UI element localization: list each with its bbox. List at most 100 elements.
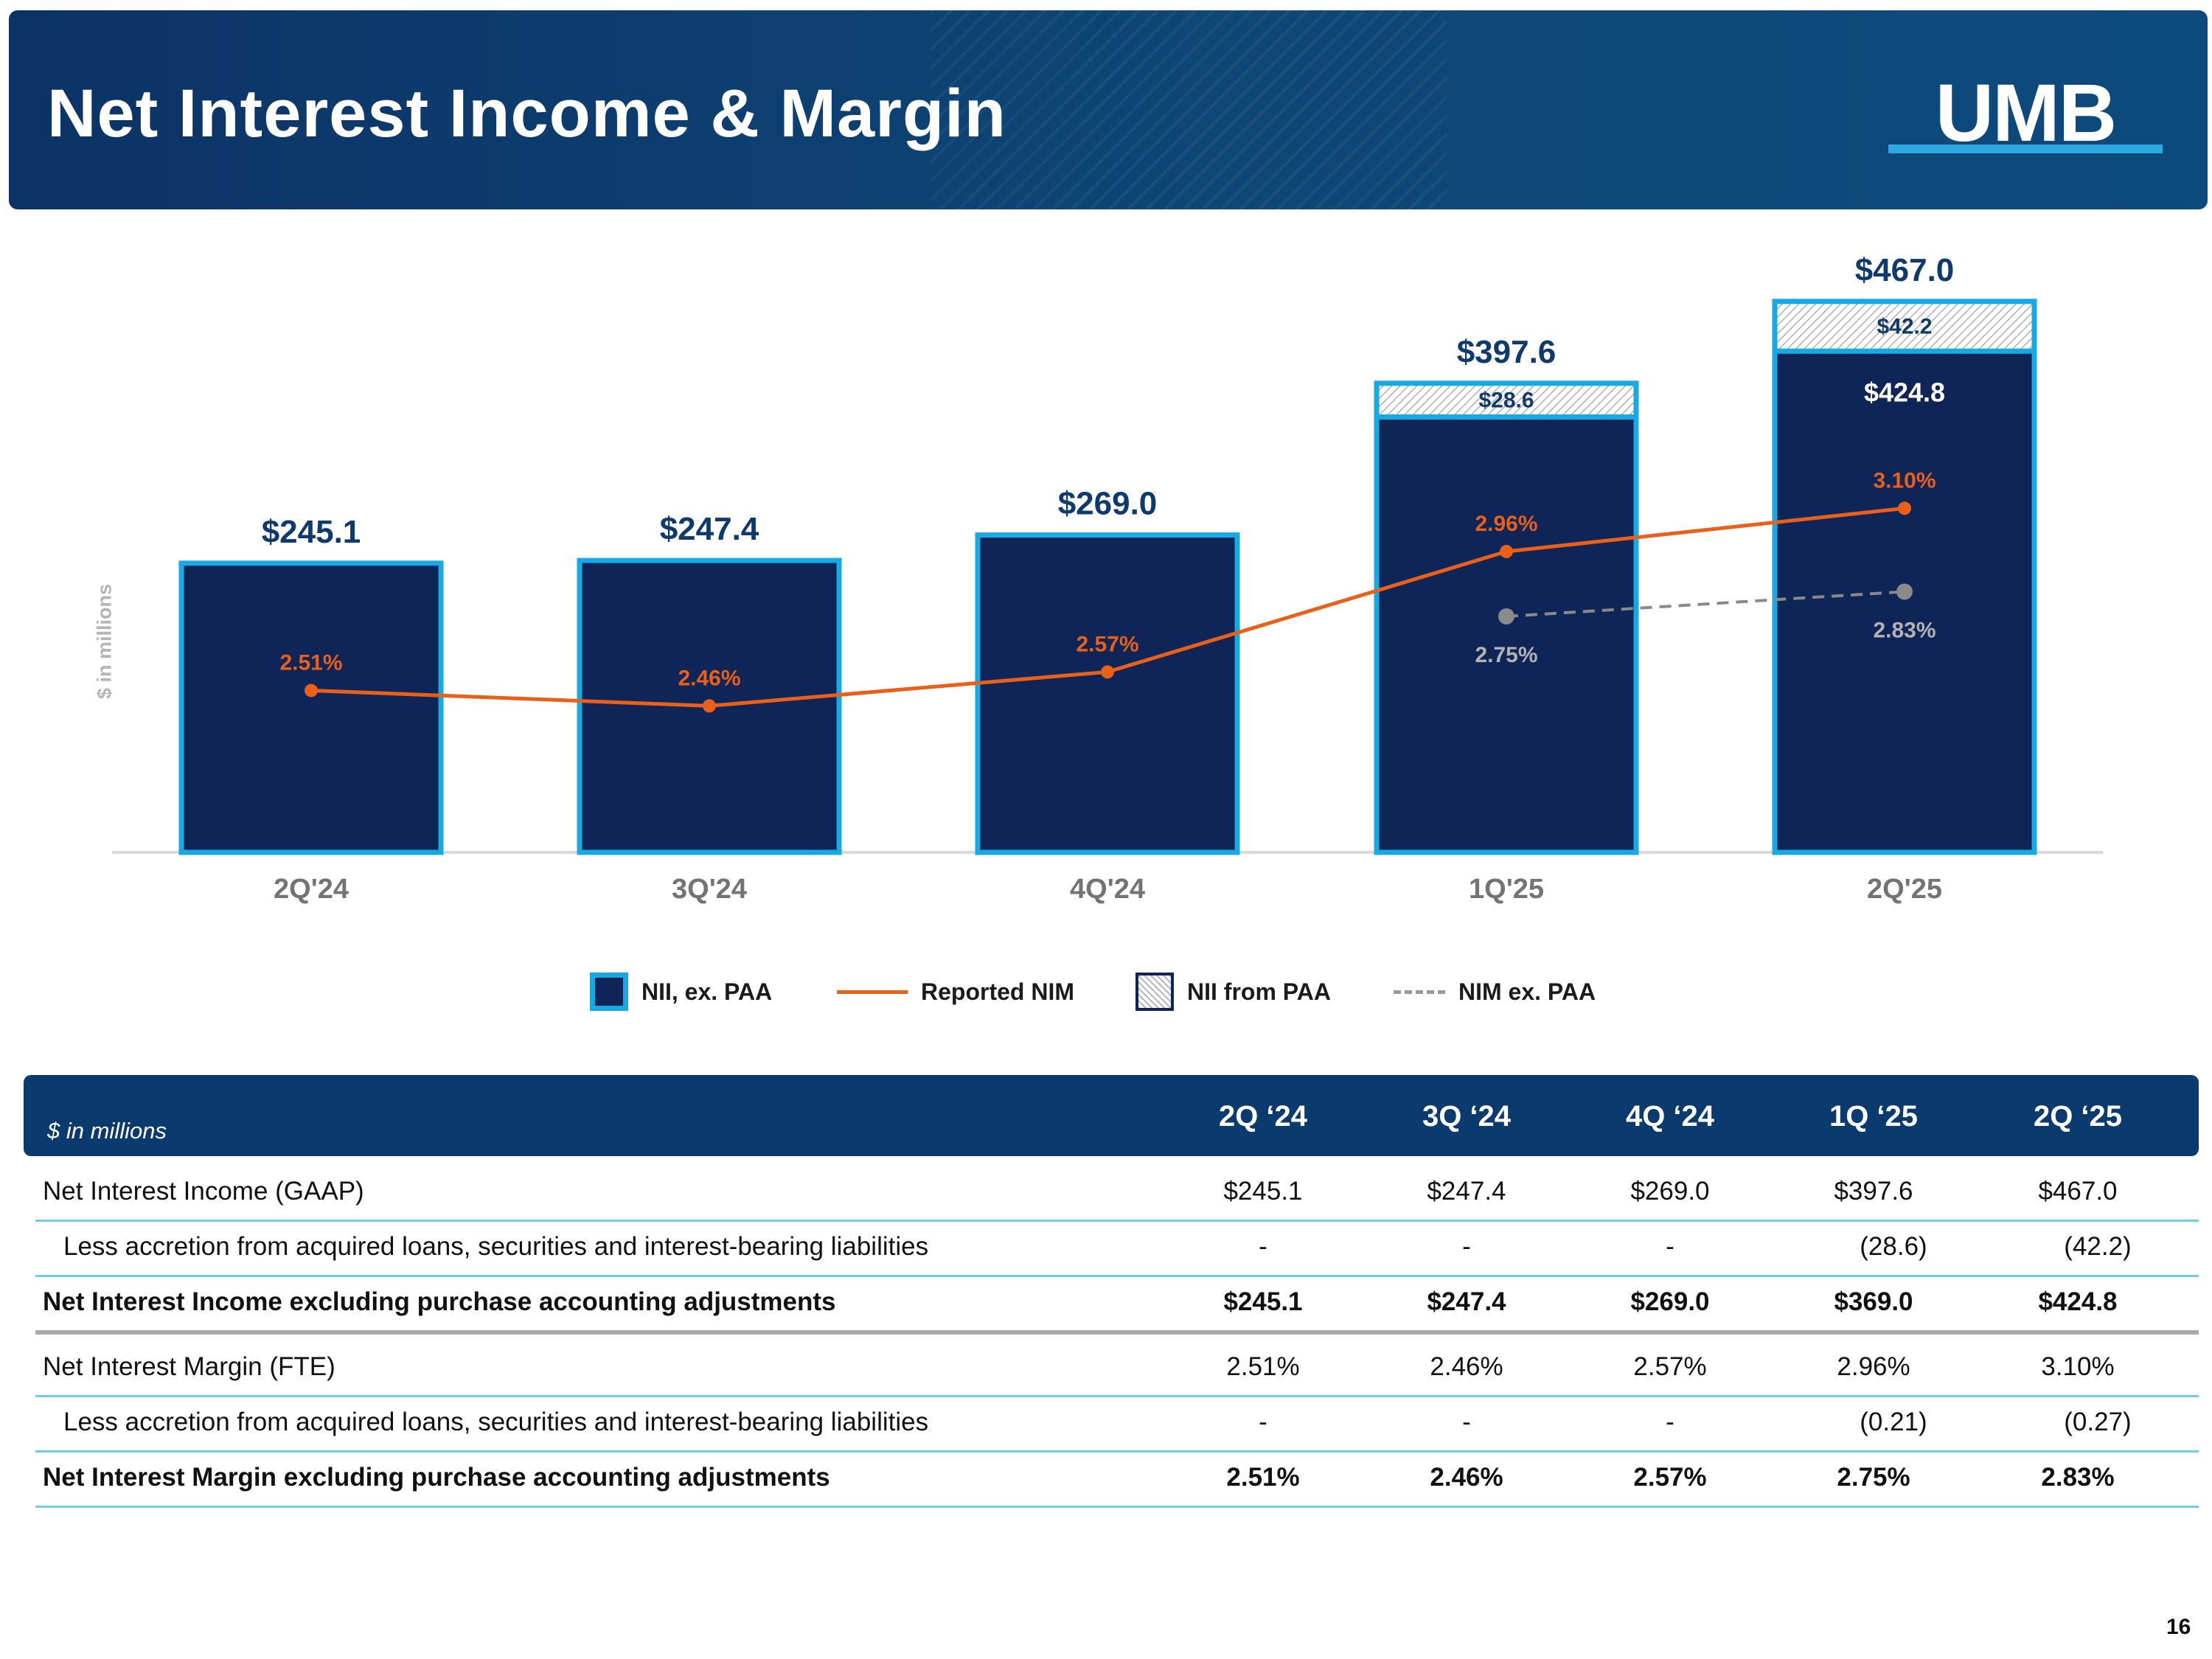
table-cell: $247.4: [1427, 1177, 1506, 1206]
row-label: Net Interest Income excluding purchase a…: [43, 1287, 836, 1316]
bars-layer: [178, 299, 2037, 855]
table-cell: (28.6): [1860, 1232, 1927, 1261]
total-label: $467.0: [1855, 252, 1955, 288]
page-title: Net Interest Income & Margin: [47, 76, 1006, 151]
total-label: $397.6: [1457, 334, 1557, 370]
table-cell: 2.83%: [2041, 1463, 2115, 1492]
legend-item-reported-nim: Reported NIM: [837, 966, 1074, 1018]
legend-item-nim-ex-paa: NIM ex. PAA: [1394, 966, 1596, 1018]
table-cell: $247.4: [1427, 1287, 1506, 1316]
reported-nim-label: 2.46%: [678, 666, 740, 690]
nim-ex-paa-point: [1498, 608, 1514, 625]
legend-label: NIM ex. PAA: [1458, 978, 1596, 1005]
lines-layer: [305, 501, 1913, 713]
x-tick-label: 3Q'24: [672, 874, 747, 905]
nim-ex-paa-label: 2.83%: [1873, 618, 1935, 642]
table-cell: 3.10%: [2041, 1352, 2115, 1381]
logo-underline: [1888, 145, 2163, 153]
legend-label: NII from PAA: [1187, 978, 1331, 1005]
bar-nii-ex-paa: [178, 560, 444, 855]
reported-nim-point: [1500, 545, 1513, 558]
reported-nim-label: 3.10%: [1873, 468, 1935, 493]
column-header: 3Q ‘24: [1422, 1100, 1512, 1133]
nim-ex-paa-label: 2.75%: [1475, 643, 1537, 667]
table-cell: 2.57%: [1633, 1463, 1707, 1492]
row-label: Less accretion from acquired loans, secu…: [63, 1232, 929, 1261]
table-cell: 2.57%: [1633, 1352, 1707, 1381]
reported-nim-label: 2.96%: [1475, 512, 1537, 536]
header-stripes: [931, 10, 1447, 209]
table-cell: $269.0: [1630, 1177, 1710, 1206]
logo-text: UMB: [1935, 68, 2118, 159]
legend-swatch-bar: [590, 973, 628, 1011]
table-cell: -: [1462, 1408, 1471, 1436]
table-row: Net Interest Income (GAAP) $245.1 $247.4…: [35, 1166, 2199, 1222]
row-label: Less accretion from acquired loans, secu…: [63, 1408, 929, 1436]
table-row: Net Interest Margin excluding purchase a…: [35, 1453, 2199, 1508]
table-cell: 2.96%: [1837, 1352, 1910, 1381]
x-tick-label: 2Q'25: [1867, 874, 1942, 905]
table-cell: -: [1462, 1232, 1471, 1261]
table-row: Net Interest Income excluding purchase a…: [35, 1277, 2199, 1335]
table-cell: (0.21): [1860, 1408, 1927, 1436]
reported-nim-point: [1898, 501, 1911, 515]
table-cell: $397.6: [1834, 1177, 1913, 1206]
table-cell: $245.1: [1223, 1287, 1303, 1316]
legend-swatch-line: [837, 990, 908, 994]
table-unit-label: $ in millions: [47, 1118, 167, 1144]
table-header: $ in millions 2Q ‘24 3Q ‘24 4Q ‘24 1Q ‘2…: [24, 1075, 2199, 1156]
table-cell: -: [1666, 1408, 1674, 1436]
table-cell: $269.0: [1630, 1287, 1710, 1316]
total-label: $247.4: [660, 511, 759, 547]
total-label: $245.1: [262, 514, 361, 550]
reported-nim-point: [305, 684, 318, 698]
reported-nim-point: [1101, 665, 1114, 679]
table-cell: $369.0: [1834, 1287, 1913, 1316]
table-cell: (42.2): [2064, 1232, 2132, 1261]
reported-nim-label: 2.57%: [1076, 632, 1138, 656]
table-cell: -: [1259, 1408, 1267, 1436]
umb-logo: UMB: [1885, 68, 2166, 159]
total-label: $269.0: [1058, 486, 1158, 522]
paa-label: $42.2: [1877, 315, 1932, 339]
legend-swatch-dashed-line: [1394, 990, 1445, 994]
table-cell: -: [1259, 1232, 1267, 1261]
table-cell: $245.1: [1223, 1177, 1303, 1206]
column-header: 4Q ‘24: [1625, 1100, 1715, 1133]
row-label: Net Interest Income (GAAP): [43, 1177, 364, 1206]
x-tick-label: 1Q'25: [1469, 874, 1544, 905]
legend-label: NII, ex. PAA: [641, 978, 773, 1005]
column-header: 1Q ‘25: [1829, 1100, 1919, 1133]
table-row: Less accretion from acquired loans, secu…: [35, 1397, 2199, 1453]
row-label: Net Interest Margin excluding purchase a…: [43, 1463, 830, 1492]
slide-header: Net Interest Income & Margin UMB: [9, 10, 2208, 209]
nim-ex-paa-line: [1506, 590, 1905, 618]
nii-ex-paa-label: $424.8: [1864, 377, 1945, 407]
x-tick-label: 4Q'24: [1070, 874, 1145, 905]
table-cell: $424.8: [2038, 1287, 2118, 1316]
table-cell: 2.51%: [1226, 1463, 1300, 1492]
table-cell: $467.0: [2038, 1177, 2118, 1206]
x-tick-label: 2Q'24: [274, 874, 349, 905]
legend-item-nii-from-paa: NII from PAA: [1135, 966, 1331, 1018]
nim-ex-paa-point: [1896, 583, 1913, 600]
reported-nim-label: 2.51%: [279, 650, 342, 675]
column-header: 2Q ‘25: [2033, 1100, 2123, 1133]
bar-nii-ex-paa: [1772, 348, 2037, 855]
table-row: Net Interest Margin (FTE) 2.51% 2.46% 2.…: [35, 1342, 2199, 1397]
legend-item-nii-ex-paa: NII, ex. PAA: [590, 966, 772, 1018]
paa-label: $28.6: [1478, 389, 1534, 413]
nii-chart: 2Q'24 $245.1 3Q'24 $247.4 4Q'24 $269.0 1Q'25 $3…: [112, 252, 2103, 905]
y-axis-label-text: $ in millions: [93, 583, 116, 700]
bar-nii-from-paa: [1772, 299, 2037, 354]
table-cell: 2.46%: [1430, 1352, 1503, 1381]
labels-layer: 2Q'24 $245.1 3Q'24 $247.4 4Q'24 $269.0 1Q'25 $3…: [262, 252, 1955, 905]
page-number: 16: [2166, 1615, 2191, 1639]
chart-legend: NII, ex. PAA Reported NIM NII from PAA N…: [590, 966, 1666, 1018]
legend-swatch-hatch: [1135, 973, 1174, 1011]
reported-nim-point: [703, 699, 716, 713]
table-cell: -: [1666, 1232, 1674, 1261]
bar-nii-ex-paa: [975, 532, 1240, 855]
row-label: Net Interest Margin (FTE): [43, 1352, 335, 1381]
column-header: 2Q ‘24: [1218, 1100, 1308, 1133]
